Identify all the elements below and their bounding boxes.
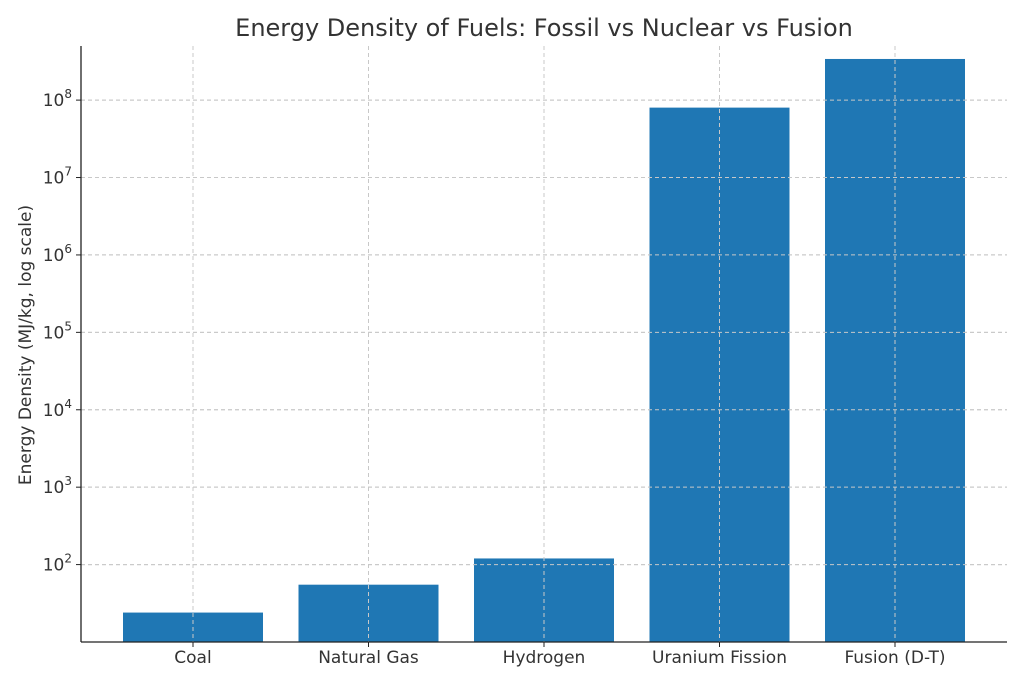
y-tick-exponent: 8 (64, 87, 72, 101)
x-tick-labels: Coal Natural Gas Hydrogen Uranium Fission Fu… (174, 642, 946, 668)
x-tick-label: Hydrogen (503, 648, 586, 668)
y-tick-base: 10 (43, 401, 65, 421)
y-tick-exponent: 6 (64, 242, 72, 256)
chart-title: Energy Density of Fuels: Fossil vs Nucle… (235, 14, 853, 42)
y-tick-label: 104 (43, 397, 72, 421)
y-tick-exponent: 3 (64, 474, 72, 488)
y-tick-label: 102 (43, 552, 72, 576)
y-tick-base: 10 (43, 478, 65, 498)
x-tick-label: Fusion (D-T) (844, 648, 945, 668)
y-tick-base: 10 (43, 91, 65, 111)
y-tick-exponent: 2 (64, 552, 72, 566)
y-tick-exponent: 4 (64, 397, 72, 411)
y-tick-label: 108 (43, 87, 72, 111)
bars (123, 58, 965, 642)
x-tick-label: Uranium Fission (652, 648, 787, 668)
y-tick-label: 106 (43, 242, 72, 266)
x-tick-label: Natural Gas (318, 648, 419, 668)
y-tick-base: 10 (43, 556, 65, 576)
y-tick-label: 105 (43, 319, 72, 343)
y-axis-label: Energy Density (MJ/kg, log scale) (16, 205, 36, 485)
y-tick-base: 10 (43, 323, 65, 343)
x-tick-label: Coal (174, 648, 211, 668)
y-tick-exponent: 7 (64, 165, 72, 179)
y-tick-base: 10 (43, 169, 65, 189)
y-tick-exponent: 5 (64, 319, 72, 333)
grid-overlay (81, 46, 1007, 642)
y-tick-base: 10 (43, 246, 65, 266)
y-tick-label: 107 (43, 165, 72, 189)
y-tick-label: 103 (43, 474, 72, 498)
